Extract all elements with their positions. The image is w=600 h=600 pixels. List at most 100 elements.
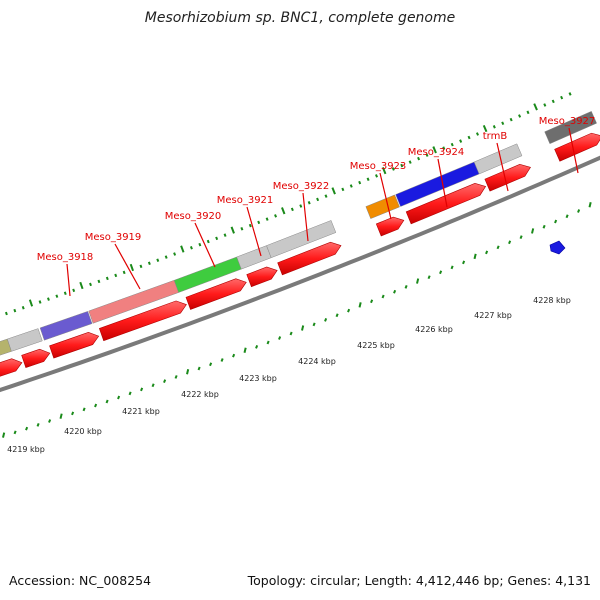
scale-tick <box>197 366 201 371</box>
scale-tick <box>25 426 29 431</box>
scale-tick <box>71 411 75 416</box>
outer-tick <box>467 135 471 140</box>
outer-tick <box>518 114 522 118</box>
outer-tick <box>459 139 463 143</box>
outer-tick <box>156 258 160 262</box>
kbp-label: 4225 kbp <box>357 341 395 350</box>
outer-tick <box>4 311 8 316</box>
accession-text: Accession: NC_008254 <box>9 573 152 588</box>
outer-tick <box>240 227 244 231</box>
outer-tick <box>55 294 59 298</box>
outer-tick <box>164 255 168 259</box>
outer-tick <box>248 223 252 228</box>
outer-tick <box>139 264 143 269</box>
label-layer: Meso_3918 Meso_3919 Meso_3920 Meso_3921 Meso… <box>7 116 595 454</box>
scale-tick <box>186 369 190 375</box>
kbp-label: 4226 kbp <box>415 325 453 334</box>
scale-tick <box>59 413 63 419</box>
outer-tick <box>432 146 437 154</box>
scale-tick <box>174 375 178 379</box>
outer-tick <box>265 217 269 221</box>
cds-arrow <box>554 132 600 162</box>
outer-tick <box>281 207 286 215</box>
feature-block <box>544 110 597 145</box>
kbp-label: 4223 kbp <box>239 374 277 383</box>
outer-tick <box>341 187 345 192</box>
gene-label: Meso_3919 <box>85 232 142 243</box>
scale-tick <box>232 353 236 358</box>
outer-tick <box>408 160 412 164</box>
outer-tick <box>417 156 421 161</box>
gene-label: Meso_3923 <box>350 161 407 172</box>
scale-tick <box>140 387 144 392</box>
outer-tick <box>230 226 235 234</box>
outer-tick <box>450 142 454 147</box>
gene-label: Meso_3922 <box>273 181 330 192</box>
outer-tick <box>38 300 42 304</box>
scale-tick <box>462 260 466 265</box>
outer-tick <box>215 236 219 241</box>
scale-tick <box>358 302 362 308</box>
scale-tick <box>485 250 489 255</box>
scale-tick <box>347 308 351 313</box>
cds-arrow <box>484 164 531 192</box>
outer-tick <box>21 306 25 310</box>
kbp-label: 4221 kbp <box>122 407 160 416</box>
gene-callout <box>379 172 392 220</box>
cds-arrow <box>0 358 23 377</box>
gene-layer <box>0 110 600 393</box>
scale-tick <box>588 201 592 208</box>
gene-label: Meso_3921 <box>217 195 274 206</box>
scale-tick <box>13 430 17 435</box>
outer-tick <box>349 184 353 188</box>
scale-tick <box>312 322 316 327</box>
scale-tick <box>473 253 477 260</box>
scale-tick <box>427 275 431 280</box>
outer-tick <box>147 261 151 266</box>
page-title: Mesorhizobium sp. BNC1, complete genome <box>144 10 456 26</box>
scale-tick <box>565 214 569 219</box>
scale-tick <box>255 344 259 349</box>
cds-arrow <box>185 278 247 310</box>
outer-tick <box>180 245 185 253</box>
kbp-label: 4224 kbp <box>298 357 336 366</box>
feature-block <box>365 194 400 219</box>
outer-tick <box>72 288 76 293</box>
gene-label: Meso_3924 <box>408 147 465 158</box>
outer-tick <box>543 103 547 107</box>
reverse-feature <box>549 240 566 255</box>
outer-tick <box>257 220 261 225</box>
cds-arrow <box>277 241 342 276</box>
outer-tick <box>189 246 193 250</box>
scale-tick <box>577 209 581 213</box>
feature-block <box>6 328 43 352</box>
outer-tick <box>316 197 320 202</box>
outer-tick <box>358 180 362 185</box>
scale-tick <box>370 299 374 304</box>
outer-tick <box>391 167 395 171</box>
tick-layer <box>2 92 592 438</box>
outer-tick <box>400 163 404 168</box>
outer-tick <box>366 177 370 182</box>
kbp-label: 4222 kbp <box>181 390 219 399</box>
feature-block <box>39 311 93 341</box>
scale-tick <box>289 331 293 336</box>
gene-callout <box>437 158 448 208</box>
kbp-label: 4228 kbp <box>533 296 571 305</box>
outer-tick <box>299 204 303 208</box>
cds-arrow <box>246 266 278 288</box>
scale-tick <box>128 391 132 396</box>
outer-tick <box>89 282 92 287</box>
scale-tick <box>519 235 523 239</box>
outer-tick <box>105 276 109 281</box>
scale-tick <box>278 336 282 340</box>
gene-label: Meso_3918 <box>37 252 94 263</box>
outer-tick <box>307 200 311 205</box>
cds-arrow <box>21 348 51 368</box>
scale-tick <box>531 228 535 234</box>
gene-callout <box>114 243 141 290</box>
feature-block <box>266 220 337 259</box>
outer-tick <box>560 95 564 100</box>
outer-tick <box>97 279 101 284</box>
outer-tick <box>475 132 479 136</box>
